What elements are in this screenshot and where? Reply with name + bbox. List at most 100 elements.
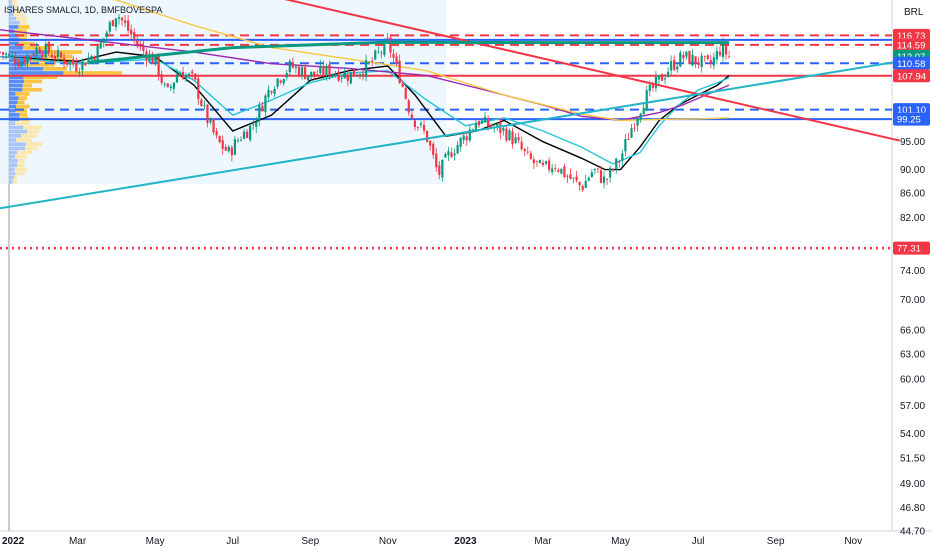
volume-profile-bar <box>25 142 42 147</box>
y-tick-label: 86.00 <box>900 189 925 200</box>
candle-body <box>297 66 301 77</box>
candle-body <box>258 104 261 121</box>
candle-body <box>32 53 35 56</box>
volume-profile-bar <box>14 8 20 13</box>
volume-profile-bar <box>15 171 25 176</box>
candle-body <box>75 63 78 72</box>
trendlines[interactable] <box>0 0 901 210</box>
candle-body <box>322 66 325 76</box>
candle-body <box>38 48 41 54</box>
y-tick-label: 46.80 <box>900 503 925 514</box>
y-tick-label: 82.00 <box>900 213 925 224</box>
volume-profile-bar <box>27 129 40 134</box>
candle-body <box>618 161 621 163</box>
candle-body <box>718 51 722 56</box>
candle-body <box>645 90 648 111</box>
candle-body <box>310 71 313 77</box>
candle-body <box>648 84 651 91</box>
candle-body <box>709 60 712 65</box>
candle-body <box>203 105 206 106</box>
volume-profile-bar <box>9 179 13 184</box>
x-tick-label: Jul <box>692 536 705 547</box>
candle-body <box>615 158 618 170</box>
candles <box>0 13 731 193</box>
candle-body <box>520 141 523 149</box>
volume-profile-bar <box>9 83 23 88</box>
volume-profile-bar <box>13 4 17 8</box>
volume-profile-bar <box>13 12 25 17</box>
candle-body <box>468 129 471 141</box>
volume-profile-bar <box>22 83 32 88</box>
volume-profile-bar <box>9 33 18 38</box>
candle-body <box>465 136 468 141</box>
volume-profile-bar <box>9 113 20 117</box>
currency-label: BRL <box>904 7 924 18</box>
candle-body <box>17 64 20 67</box>
candle-body <box>389 37 392 53</box>
candle-body <box>374 50 377 60</box>
volume-profile-bar <box>9 8 15 13</box>
candle-body <box>413 120 416 128</box>
candle-body <box>127 20 130 31</box>
candle-body <box>694 56 697 64</box>
candle-body <box>654 76 657 89</box>
horizontal-levels[interactable] <box>0 34 892 250</box>
candle-body <box>407 100 410 113</box>
chart-title: ISHARES SMALCI, 1D, BMFBOVESPA <box>4 5 162 15</box>
candle-body <box>563 166 566 178</box>
price-tag-label: 116.73 <box>897 31 925 42</box>
candle-body <box>587 177 590 181</box>
candle-body <box>642 107 645 115</box>
volume-profile-bar <box>9 175 14 180</box>
candle-body <box>444 153 447 158</box>
candle-body <box>368 62 371 63</box>
volume-profile-bar <box>23 75 57 80</box>
candle-body <box>114 18 118 28</box>
y-tick-label: 51.50 <box>900 453 925 464</box>
candle-body <box>215 131 218 136</box>
candle-body <box>480 120 484 124</box>
candle-body <box>343 72 346 79</box>
candle-body <box>99 42 102 49</box>
candle-body <box>721 43 725 57</box>
candle-body <box>511 131 514 145</box>
candle-body <box>630 128 633 138</box>
price-tag <box>893 112 930 126</box>
candle-body <box>477 121 481 126</box>
volume-profile-bar <box>9 54 44 59</box>
price-tag <box>893 69 930 83</box>
candle-body <box>5 53 8 55</box>
volume-profile-bar <box>9 100 18 105</box>
price-tag-label: 99.25 <box>897 115 921 126</box>
moving-average-line <box>112 0 730 122</box>
candle-body <box>450 152 453 158</box>
y-tick-label: 95.00 <box>900 137 925 148</box>
candle-body <box>120 17 124 21</box>
candle-body <box>209 119 212 123</box>
candle-body <box>273 88 276 94</box>
candle-body <box>69 61 72 65</box>
price-tag-label: 77.31 <box>897 244 921 255</box>
candle-body <box>160 74 163 84</box>
volume-profile-bar <box>43 66 67 71</box>
candle-body <box>505 128 508 141</box>
x-tick-label: 2022 <box>2 536 25 547</box>
candle-body <box>227 146 230 152</box>
y-tick-label: 44.70 <box>900 527 925 538</box>
trendline-channel <box>89 40 730 64</box>
x-tick-label: 2023 <box>454 536 477 547</box>
candle-body <box>300 67 304 76</box>
candle-body <box>624 138 627 152</box>
candle-body <box>172 82 175 90</box>
candle-body <box>462 135 465 141</box>
candle-body <box>688 51 691 65</box>
candle-body <box>526 151 529 153</box>
candle-body <box>294 66 298 68</box>
candle-body <box>166 83 169 87</box>
candle-body <box>651 83 654 88</box>
candle-body <box>282 79 285 84</box>
candle-body <box>29 55 32 57</box>
volume-profile-bar <box>9 150 18 155</box>
axes: 95.00 90.00 86.00 82.00 74.00 70.00 66.00 63.00… <box>2 28 930 547</box>
